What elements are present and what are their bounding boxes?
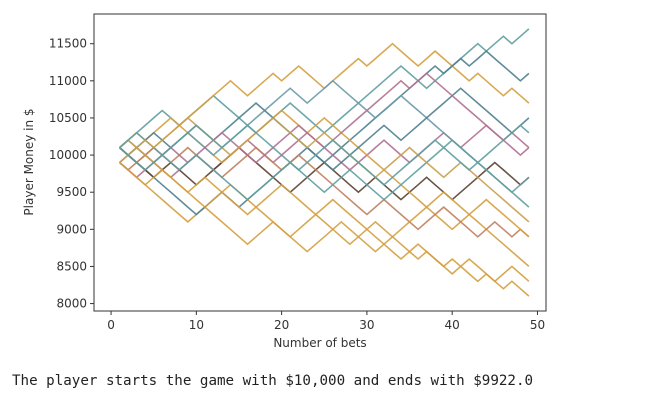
x-tick-label: 20 xyxy=(274,318,289,332)
y-axis: 8000 8500 9000 9500 10000 10500 11000 11500 xyxy=(49,37,94,311)
x-axis-label: Number of bets xyxy=(273,336,366,350)
series-line-9 xyxy=(119,146,530,238)
series-line-10 xyxy=(119,87,530,171)
y-tick-label: 11000 xyxy=(49,74,87,88)
y-axis-label: Player Money in $ xyxy=(22,108,36,215)
x-tick-label: 10 xyxy=(189,318,204,332)
y-tick-label: 10500 xyxy=(49,111,87,125)
x-tick-label: 0 xyxy=(107,318,115,332)
y-tick-label: 10000 xyxy=(49,148,87,162)
result-caption: The player starts the game with $10,000 … xyxy=(12,373,534,389)
series-layer xyxy=(119,28,530,297)
series-line-13 xyxy=(119,131,530,208)
y-tick-label: 9000 xyxy=(56,222,87,236)
line-chart: 0 10 20 30 40 50 8000 8500 9000 9500 10000 10500 11… xyxy=(22,13,547,350)
y-tick-label: 9500 xyxy=(56,185,87,199)
series-line-8 xyxy=(119,79,530,194)
series-line-16 xyxy=(119,161,530,246)
plot-frame xyxy=(93,13,547,312)
series-line-15 xyxy=(119,124,530,186)
y-tick-label: 8000 xyxy=(56,297,87,311)
x-tick-label: 40 xyxy=(445,318,460,332)
x-axis: 0 10 20 30 40 50 xyxy=(107,311,545,332)
y-tick-label: 11500 xyxy=(49,37,87,51)
x-tick-label: 30 xyxy=(359,318,374,332)
x-tick-label: 50 xyxy=(530,318,545,332)
y-tick-label: 8500 xyxy=(56,259,87,273)
series-line-3 xyxy=(119,42,530,164)
